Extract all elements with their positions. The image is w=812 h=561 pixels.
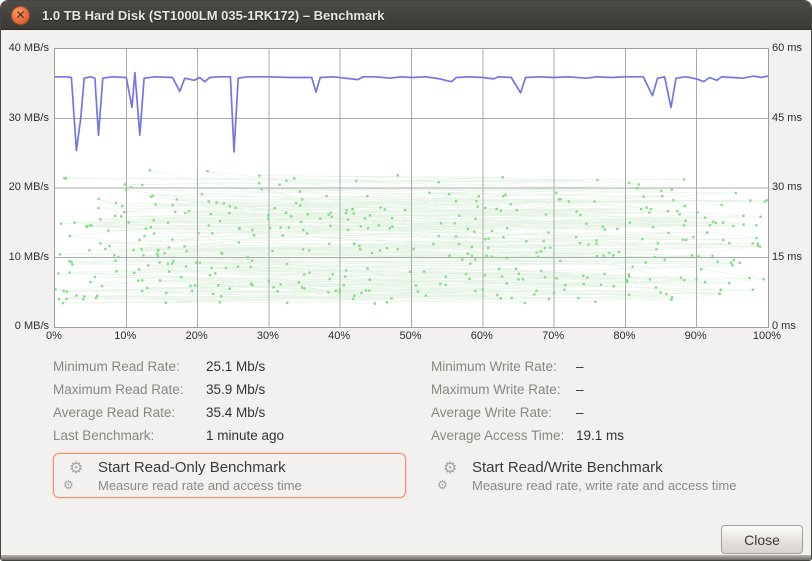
gears-icon: ⚙ ⚙ bbox=[63, 457, 84, 492]
window-title: 1.0 TB Hard Disk (ST1000LM 035-1RK172) –… bbox=[42, 7, 385, 23]
x-axis-label: 70% bbox=[542, 330, 565, 342]
stat-row-min-read: Minimum Read Rate: 25.1 Mb/s bbox=[53, 356, 265, 376]
stat-label: Last Benchmark: bbox=[53, 427, 155, 443]
close-button[interactable]: Close bbox=[721, 525, 803, 554]
button-subtitle: Measure read rate and access time bbox=[98, 477, 302, 493]
y-axis-label-left: 10 MB/s bbox=[8, 250, 49, 263]
stat-value: – bbox=[576, 358, 584, 374]
stat-row-avg-access-time: Average Access Time: 19.1 ms bbox=[431, 425, 624, 445]
x-axis-label: 40% bbox=[328, 330, 351, 342]
stat-value: 35.4 Mb/s bbox=[206, 404, 266, 420]
chart-canvas bbox=[54, 49, 769, 327]
button-title: Start Read-Only Benchmark bbox=[98, 458, 286, 476]
button-subtitle: Measure read rate, write rate and access… bbox=[472, 477, 737, 493]
start-read-only-benchmark-button[interactable]: ⚙ ⚙ Start Read-Only Benchmark Measure rea… bbox=[53, 453, 406, 498]
stat-label: Average Access Time: bbox=[431, 427, 565, 443]
stat-label: Maximum Write Rate: bbox=[431, 381, 561, 397]
x-axis-label: 50% bbox=[399, 330, 422, 342]
stat-label: Minimum Read Rate: bbox=[53, 358, 180, 374]
window-close-icon[interactable]: ✕ bbox=[11, 5, 30, 25]
stat-value: 1 minute ago bbox=[206, 427, 285, 443]
stat-row-max-write: Maximum Write Rate: – bbox=[431, 379, 584, 399]
stat-value: – bbox=[576, 381, 584, 397]
stat-label: Maximum Read Rate: bbox=[53, 381, 184, 397]
stat-row-last-benchmark: Last Benchmark: 1 minute ago bbox=[53, 425, 284, 445]
x-axis-label: 0% bbox=[46, 330, 62, 342]
stat-value: 25.1 Mb/s bbox=[206, 358, 266, 374]
stat-row-min-write: Minimum Write Rate: – bbox=[431, 356, 584, 376]
stat-row-max-read: Maximum Read Rate: 35.9 Mb/s bbox=[53, 379, 265, 399]
stat-value: 35.9 Mb/s bbox=[206, 381, 266, 397]
x-axis-label: 30% bbox=[256, 330, 279, 342]
titlebar: ✕ 1.0 TB Hard Disk (ST1000LM 035-1RK172)… bbox=[1, 1, 811, 30]
x-axis-label: 60% bbox=[470, 330, 493, 342]
y-axis-label-left: 20 MB/s bbox=[8, 181, 49, 193]
y-axis-label-left: 0 MB/s bbox=[14, 320, 49, 332]
y-axis-label-right: 15 ms bbox=[772, 250, 802, 263]
stat-row-avg-write: Average Write Rate: – bbox=[431, 402, 584, 422]
x-axis-label: 100% bbox=[752, 330, 782, 342]
stat-value: – bbox=[576, 404, 584, 420]
y-axis-label-right: 30 ms bbox=[772, 181, 802, 193]
y-axis-label-right: 0 ms bbox=[772, 320, 796, 332]
button-title: Start Read/Write Benchmark bbox=[472, 458, 663, 476]
stat-label: Minimum Write Rate: bbox=[431, 358, 557, 374]
stat-label: Average Read Rate: bbox=[53, 404, 176, 420]
gears-icon: ⚙ ⚙ bbox=[437, 457, 458, 492]
start-read-write-benchmark-button[interactable]: ⚙ ⚙ Start Read/Write Benchmark Measure re… bbox=[427, 453, 787, 498]
x-axis-label: 20% bbox=[185, 330, 208, 342]
y-axis-label-right: 45 ms bbox=[772, 111, 802, 124]
stat-label: Average Write Rate: bbox=[431, 404, 553, 420]
x-axis-label: 80% bbox=[613, 330, 636, 342]
x-axis-label: 10% bbox=[114, 330, 137, 342]
benchmark-chart bbox=[54, 48, 769, 328]
y-axis-label-left: 30 MB/s bbox=[8, 111, 49, 124]
stat-value: 19.1 ms bbox=[576, 427, 625, 443]
x-axis-label: 90% bbox=[684, 330, 707, 342]
y-axis-label-left: 40 MB/s bbox=[8, 42, 49, 54]
y-axis-label-right: 60 ms bbox=[772, 42, 802, 54]
stat-row-avg-read: Average Read Rate: 35.4 Mb/s bbox=[53, 402, 265, 422]
